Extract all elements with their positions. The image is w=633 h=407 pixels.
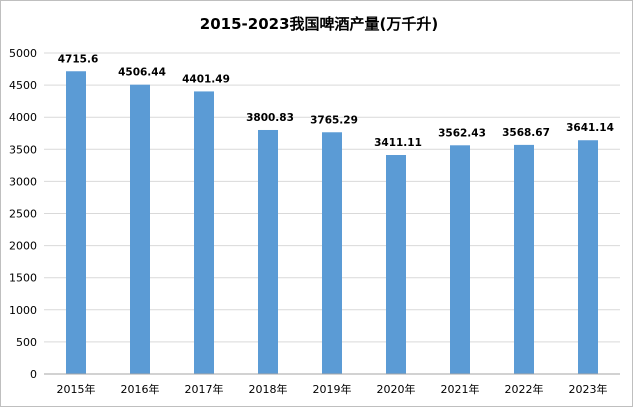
y-axis-ticks: 0 500 1000 1500 2000 2500 3000 3500 4000 4500 5000 — [9, 47, 37, 381]
y-tick-label: 2500 — [9, 208, 37, 221]
bar — [578, 140, 598, 374]
x-tick-label: 2018年 — [249, 382, 288, 396]
data-label: 3562.43 — [438, 127, 486, 139]
y-tick-label: 1000 — [9, 304, 37, 317]
y-tick-label: 4500 — [9, 79, 37, 92]
x-tick-label: 2022年 — [505, 382, 544, 396]
bar — [322, 132, 342, 374]
x-tick-label: 2017年 — [185, 382, 224, 396]
x-tick-label: 2023年 — [569, 382, 608, 396]
y-tick-label: 3000 — [9, 175, 37, 188]
x-tick-label: 2021年 — [441, 382, 480, 396]
bar — [130, 84, 150, 374]
bar — [66, 71, 86, 374]
bar — [194, 91, 214, 374]
bar — [386, 155, 406, 374]
data-label: 3800.83 — [246, 112, 294, 124]
data-label: 4715.6 — [58, 53, 99, 65]
y-tick-label: 500 — [16, 336, 37, 349]
data-label: 3411.11 — [374, 137, 422, 149]
x-tick-label: 2016年 — [121, 382, 160, 396]
bars — [66, 71, 598, 374]
x-tick-label: 2020年 — [377, 382, 416, 396]
y-tick-label: 5000 — [9, 47, 37, 60]
data-label: 3765.29 — [310, 114, 358, 126]
data-label: 4506.44 — [118, 67, 166, 79]
data-label: 4401.49 — [182, 73, 230, 85]
x-axis-ticks: 2015年 2016年 2017年 2018年 2019年 2020年 2021年 2022年… — [57, 382, 608, 396]
y-tick-label: 0 — [30, 368, 37, 381]
y-tick-label: 3500 — [9, 143, 37, 156]
x-tick-label: 2015年 — [57, 382, 96, 396]
y-tick-label: 4000 — [9, 111, 37, 124]
data-label: 3641.14 — [566, 122, 614, 134]
bar — [450, 145, 470, 374]
data-labels: 4715.6 4506.44 4401.49 3800.83 3765.29 3411.1… — [58, 53, 614, 149]
bar — [514, 144, 534, 374]
y-tick-label: 1500 — [9, 272, 37, 285]
bar — [258, 129, 278, 374]
x-tick-label: 2019年 — [313, 382, 352, 396]
data-label: 3568.67 — [502, 127, 550, 139]
chart-title: 2015-2023我国啤酒产量(万千升) — [200, 15, 438, 33]
y-tick-label: 2000 — [9, 240, 37, 253]
